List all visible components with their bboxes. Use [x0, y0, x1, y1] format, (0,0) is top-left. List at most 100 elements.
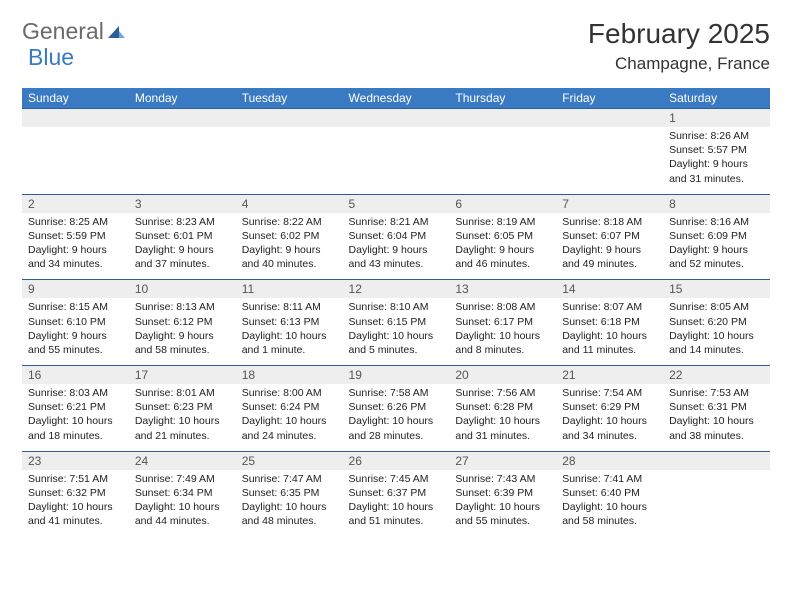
day-detail-cell: [343, 127, 450, 194]
day-detail-cell: Sunrise: 7:49 AMSunset: 6:34 PMDaylight:…: [129, 470, 236, 537]
sunset-text: Sunset: 6:32 PM: [28, 486, 123, 500]
daylight-text: Daylight: 9 hours and 52 minutes.: [669, 243, 764, 271]
sunset-text: Sunset: 6:29 PM: [562, 400, 657, 414]
day-detail-cell: Sunrise: 8:00 AMSunset: 6:24 PMDaylight:…: [236, 384, 343, 451]
sunrise-text: Sunrise: 7:58 AM: [349, 386, 444, 400]
logo-text-general: General: [22, 18, 104, 45]
day-detail-cell: Sunrise: 8:18 AMSunset: 6:07 PMDaylight:…: [556, 213, 663, 280]
day-detail-cell: Sunrise: 7:51 AMSunset: 6:32 PMDaylight:…: [22, 470, 129, 537]
sunrise-text: Sunrise: 8:08 AM: [455, 300, 550, 314]
sunrise-text: Sunrise: 8:03 AM: [28, 386, 123, 400]
sunrise-text: Sunrise: 7:49 AM: [135, 472, 230, 486]
day-number-cell: [663, 451, 770, 470]
sunrise-text: Sunrise: 8:07 AM: [562, 300, 657, 314]
day-header-cell: Tuesday: [236, 88, 343, 109]
daylight-text: Daylight: 10 hours and 44 minutes.: [135, 500, 230, 528]
day-number-cell: [236, 109, 343, 128]
day-number-cell: [449, 109, 556, 128]
day-detail-cell: [449, 127, 556, 194]
sunset-text: Sunset: 6:20 PM: [669, 315, 764, 329]
day-number-cell: 20: [449, 366, 556, 385]
sunset-text: Sunset: 6:28 PM: [455, 400, 550, 414]
sunset-text: Sunset: 6:12 PM: [135, 315, 230, 329]
month-title: February 2025: [588, 18, 770, 50]
day-detail-cell: Sunrise: 8:16 AMSunset: 6:09 PMDaylight:…: [663, 213, 770, 280]
sunset-text: Sunset: 6:17 PM: [455, 315, 550, 329]
day-header-cell: Wednesday: [343, 88, 450, 109]
sunrise-text: Sunrise: 8:16 AM: [669, 215, 764, 229]
day-number-cell: 6: [449, 194, 556, 213]
day-detail-row: Sunrise: 8:03 AMSunset: 6:21 PMDaylight:…: [22, 384, 770, 451]
sunset-text: Sunset: 5:57 PM: [669, 143, 764, 157]
daylight-text: Daylight: 10 hours and 28 minutes.: [349, 414, 444, 442]
sunset-text: Sunset: 6:24 PM: [242, 400, 337, 414]
daylight-text: Daylight: 10 hours and 21 minutes.: [135, 414, 230, 442]
day-number-cell: 15: [663, 280, 770, 299]
daylight-text: Daylight: 10 hours and 58 minutes.: [562, 500, 657, 528]
day-header-cell: Friday: [556, 88, 663, 109]
logo-text-blue: Blue: [28, 44, 74, 70]
daylight-text: Daylight: 9 hours and 46 minutes.: [455, 243, 550, 271]
sunrise-text: Sunrise: 8:01 AM: [135, 386, 230, 400]
daylight-text: Daylight: 9 hours and 37 minutes.: [135, 243, 230, 271]
daylight-text: Daylight: 10 hours and 24 minutes.: [242, 414, 337, 442]
day-number-cell: 13: [449, 280, 556, 299]
day-number-cell: 14: [556, 280, 663, 299]
day-detail-row: Sunrise: 8:15 AMSunset: 6:10 PM Daylight:…: [22, 298, 770, 365]
daylight-text: Daylight: 10 hours and 1 minute.: [242, 329, 337, 357]
sunrise-text: Sunrise: 8:11 AM: [242, 300, 337, 314]
day-detail-cell: [663, 470, 770, 537]
sunset-text: Sunset: 6:18 PM: [562, 315, 657, 329]
day-number-cell: [22, 109, 129, 128]
day-number-cell: 7: [556, 194, 663, 213]
calendar-table: SundayMondayTuesdayWednesdayThursdayFrid…: [22, 88, 770, 536]
day-number-cell: 19: [343, 366, 450, 385]
day-header-cell: Saturday: [663, 88, 770, 109]
sunset-text: Sunset: 6:39 PM: [455, 486, 550, 500]
sunset-text: Sunset: 6:09 PM: [669, 229, 764, 243]
daylight-text: Daylight: 10 hours and 48 minutes.: [242, 500, 337, 528]
sunrise-text: Sunrise: 8:25 AM: [28, 215, 123, 229]
daylight-text: Daylight: 9 hours and 43 minutes.: [349, 243, 444, 271]
sunset-text: Sunset: 6:37 PM: [349, 486, 444, 500]
daylight-text: Daylight: 10 hours and 38 minutes.: [669, 414, 764, 442]
logo: General: [22, 18, 128, 45]
day-number-cell: 10: [129, 280, 236, 299]
day-number-cell: 8: [663, 194, 770, 213]
day-number-cell: 24: [129, 451, 236, 470]
day-detail-cell: Sunrise: 8:26 AMSunset: 5:57 PMDaylight:…: [663, 127, 770, 194]
daylight-text: Daylight: 10 hours and 51 minutes.: [349, 500, 444, 528]
day-detail-cell: Sunrise: 7:43 AMSunset: 6:39 PMDaylight:…: [449, 470, 556, 537]
daylight-text: Daylight: 10 hours and 55 minutes.: [455, 500, 550, 528]
day-detail-cell: Sunrise: 7:41 AMSunset: 6:40 PMDaylight:…: [556, 470, 663, 537]
sunset-text: Sunset: 6:23 PM: [135, 400, 230, 414]
sunset-text: Sunset: 6:26 PM: [349, 400, 444, 414]
daylight-text: Daylight: 10 hours and 34 minutes.: [562, 414, 657, 442]
header: General February 2025 Champagne, France: [22, 18, 770, 74]
sunset-text: Sunset: 6:34 PM: [135, 486, 230, 500]
sunset-text: Sunset: 6:21 PM: [28, 400, 123, 414]
sunset-text: Sunset: 6:13 PM: [242, 315, 337, 329]
day-number-row: 1: [22, 109, 770, 128]
sunset-text: Sunset: 6:10 PM: [28, 315, 123, 329]
day-number-row: 232425262728: [22, 451, 770, 470]
sunset-text: Sunset: 6:35 PM: [242, 486, 337, 500]
day-number-cell: 1: [663, 109, 770, 128]
daylight-text: Daylight: 10 hours and 18 minutes.: [28, 414, 123, 442]
daylight-text: Daylight: 10 hours and 5 minutes.: [349, 329, 444, 357]
day-detail-cell: Sunrise: 8:07 AMSunset: 6:18 PMDaylight:…: [556, 298, 663, 365]
day-detail-cell: Sunrise: 7:47 AMSunset: 6:35 PMDaylight:…: [236, 470, 343, 537]
day-number-row: 16171819202122: [22, 366, 770, 385]
day-detail-cell: [556, 127, 663, 194]
sunrise-text: Sunrise: 7:47 AM: [242, 472, 337, 486]
daylight-text: Daylight: 9 hours and 40 minutes.: [242, 243, 337, 271]
sunrise-text: Sunrise: 7:54 AM: [562, 386, 657, 400]
sunrise-text: Sunrise: 7:56 AM: [455, 386, 550, 400]
day-header-cell: Sunday: [22, 88, 129, 109]
day-number-cell: 16: [22, 366, 129, 385]
sunset-text: Sunset: 6:02 PM: [242, 229, 337, 243]
sunrise-text: Sunrise: 8:15 AM: [28, 300, 123, 314]
daylight-text: Daylight: 10 hours and 8 minutes.: [455, 329, 550, 357]
day-detail-cell: Sunrise: 8:08 AMSunset: 6:17 PMDaylight:…: [449, 298, 556, 365]
day-detail-cell: [129, 127, 236, 194]
